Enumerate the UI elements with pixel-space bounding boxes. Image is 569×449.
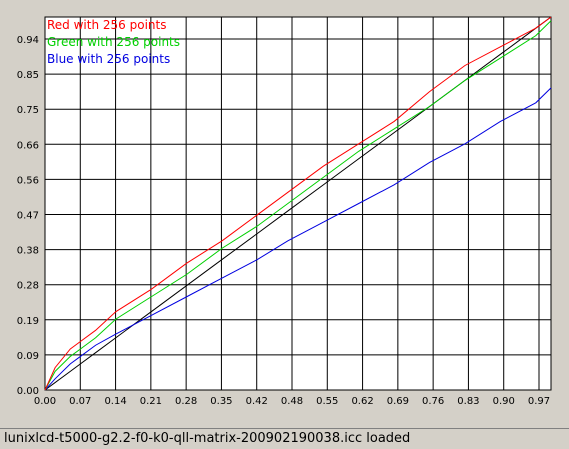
series-line [44, 16, 552, 391]
x-tick-label: 0.76 [422, 396, 444, 407]
x-tick-label: 0.42 [246, 396, 268, 407]
y-tick-label: 0.66 [17, 140, 39, 151]
x-tick-label: 0.35 [210, 396, 232, 407]
y-tick-label: 0.75 [17, 105, 39, 116]
x-tick-label: 0.97 [528, 396, 550, 407]
x-tick-label: 0.83 [457, 396, 479, 407]
x-tick-label: 0.69 [387, 396, 409, 407]
x-tick-label: 0.21 [140, 396, 162, 407]
y-tick-label: 0.56 [17, 175, 39, 186]
y-tick-label: 0.28 [17, 281, 39, 292]
y-tick-label: 0.47 [17, 211, 39, 222]
y-tick-label: 0.09 [17, 351, 39, 362]
plot-frame [44, 16, 552, 391]
x-tick-label: 0.28 [175, 396, 197, 407]
status-text: lunixlcd-t5000-g2.2-f0-k0-qll-matrix-200… [4, 431, 411, 446]
x-tick-label: 0.48 [281, 396, 303, 407]
curve-chart: 0.00 0.07 0.14 0.21 0.28 0.35 0.42 0.48 0.55 0.62… [17, 16, 552, 407]
y-tick-label: 0.94 [17, 35, 39, 46]
y-tick-label: 0.00 [17, 386, 39, 397]
x-tick-label: 0.62 [351, 396, 373, 407]
status-bar: lunixlcd-t5000-g2.2-f0-k0-qll-matrix-200… [0, 428, 569, 449]
x-tick-label: 0.14 [104, 396, 126, 407]
y-tick-label: 0.38 [17, 246, 39, 257]
plot-area: 0.00 0.07 0.14 0.21 0.28 0.35 0.42 0.48 0.55 0.62… [16, 16, 552, 407]
x-tick-label: 0.07 [69, 396, 91, 407]
legend-entry: Blue with 256 points [47, 52, 170, 66]
legend-entry: Red with 256 points [47, 18, 166, 32]
x-tick-label: 0.00 [34, 396, 56, 407]
legend-entry: Green with 256 points [47, 35, 180, 49]
series-line [44, 20, 552, 391]
x-tick-label: 0.55 [316, 396, 338, 407]
y-tick-label: 0.19 [17, 316, 39, 327]
x-tick-label: 0.90 [493, 396, 515, 407]
series-line [44, 87, 552, 391]
y-tick-label: 0.85 [17, 70, 39, 81]
